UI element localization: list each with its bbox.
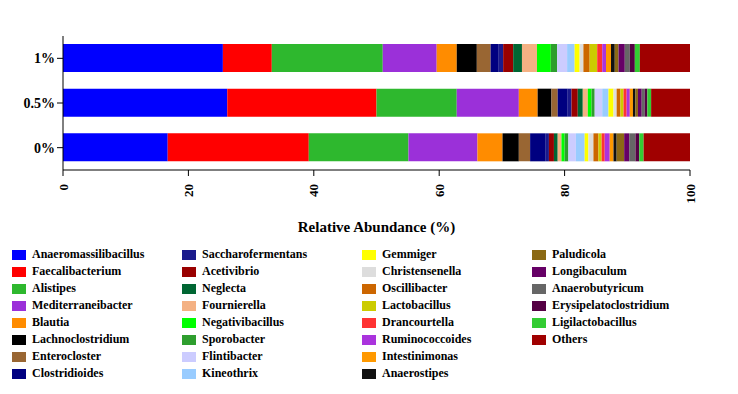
html-text:Intestinimonas: Intestinimonas — [382, 349, 458, 363]
svg-text:Relative Abundance (%): Relative Abundance (%) — [298, 219, 456, 236]
html-text:Flintibacter: Flintibacter — [202, 349, 263, 363]
html-text:Anaerobutyricum: Anaerobutyricum — [552, 281, 644, 295]
html-text:Fournierella: Fournierella — [202, 298, 266, 312]
html-text:Ligilactobacillus: Ligilactobacillus — [552, 315, 637, 329]
html-text:Enterocloster: Enterocloster — [32, 349, 102, 363]
svg-text:100: 100 — [683, 184, 698, 204]
html-text:Neglecta: Neglecta — [202, 281, 246, 295]
html-text:Drancourtella: Drancourtella — [382, 315, 454, 329]
svg-text:40: 40 — [306, 184, 321, 197]
html-text:Paludicola: Paludicola — [552, 247, 606, 261]
svg-text:60: 60 — [432, 184, 447, 197]
svg-text:80: 80 — [557, 184, 572, 197]
html-text:Acetivibrio: Acetivibrio — [202, 264, 260, 278]
html-text:Faecalibacterium: Faecalibacterium — [32, 264, 122, 278]
html-text:Lactobacillus: Lactobacillus — [382, 298, 451, 312]
html-text:Anaerostipes: Anaerostipes — [382, 366, 449, 380]
html-text:Negativibacillus: Negativibacillus — [202, 315, 284, 329]
html-text:Clostridioides: Clostridioides — [32, 366, 104, 380]
html-text:Ruminococcoides: Ruminococcoides — [382, 332, 472, 346]
html-text:Blautia: Blautia — [32, 315, 70, 329]
html-text:Others: Others — [552, 332, 588, 346]
svg-text:0%: 0% — [34, 141, 55, 156]
svg-text:0.5%: 0.5% — [24, 96, 56, 111]
html-text:Anaeromassilibacillus: Anaeromassilibacillus — [32, 247, 145, 261]
html-text:Lachnoclostridium: Lachnoclostridium — [32, 332, 130, 346]
html-text:Alistipes: Alistipes — [32, 281, 76, 295]
html-text:Saccharofermentans: Saccharofermentans — [202, 247, 308, 261]
html-text:Erysipelatoclostridium: Erysipelatoclostridium — [552, 298, 670, 312]
svg-text:20: 20 — [181, 184, 196, 197]
html-text:Gemmiger: Gemmiger — [382, 247, 437, 261]
html-text:Sporobacter: Sporobacter — [202, 332, 266, 346]
html-text:Christensenella: Christensenella — [382, 264, 462, 278]
svg-text:0: 0 — [56, 184, 71, 191]
html-text:Oscillibacter: Oscillibacter — [382, 281, 448, 295]
html-text:Longibaculum: Longibaculum — [552, 264, 627, 278]
html-text:Mediterraneibacter: Mediterraneibacter — [32, 298, 133, 312]
svg-text:1%: 1% — [34, 51, 55, 66]
html-text:Kineothrix: Kineothrix — [202, 366, 258, 380]
